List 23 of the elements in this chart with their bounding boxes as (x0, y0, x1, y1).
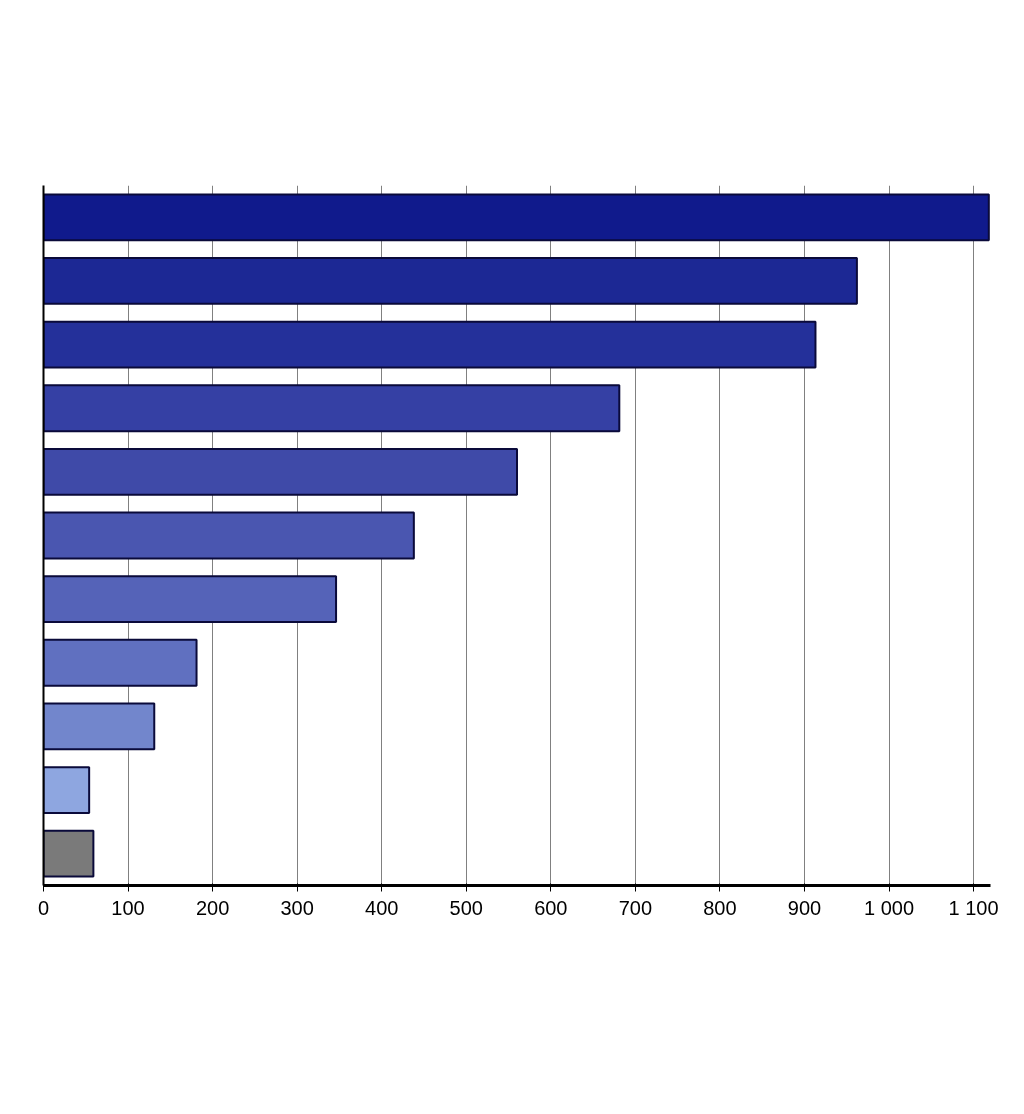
bar (43, 257, 858, 305)
x-tick-label: 200 (195, 896, 230, 919)
bar (43, 766, 91, 814)
x-tick-label: 700 (618, 896, 653, 919)
x-tick-label: 500 (449, 896, 483, 919)
x-tick-label: 1 100 (948, 896, 999, 919)
x-tick-label: 300 (280, 896, 314, 919)
x-tick-label: 800 (703, 896, 737, 919)
x-tick-label: 600 (534, 896, 568, 919)
bar (43, 829, 95, 878)
bar (43, 447, 518, 496)
x-tick-label: 100 (111, 896, 145, 919)
bar (43, 638, 198, 687)
bar (43, 320, 817, 369)
x-tick-label: 0 (37, 896, 50, 919)
bar (43, 702, 156, 751)
bar (43, 384, 621, 433)
bar (43, 575, 338, 624)
bar (43, 511, 415, 560)
x-tick-label: 400 (365, 896, 399, 919)
x-tick-label: 1 000 (864, 896, 915, 919)
x-tick-label: 900 (787, 896, 822, 919)
bar (43, 193, 990, 242)
